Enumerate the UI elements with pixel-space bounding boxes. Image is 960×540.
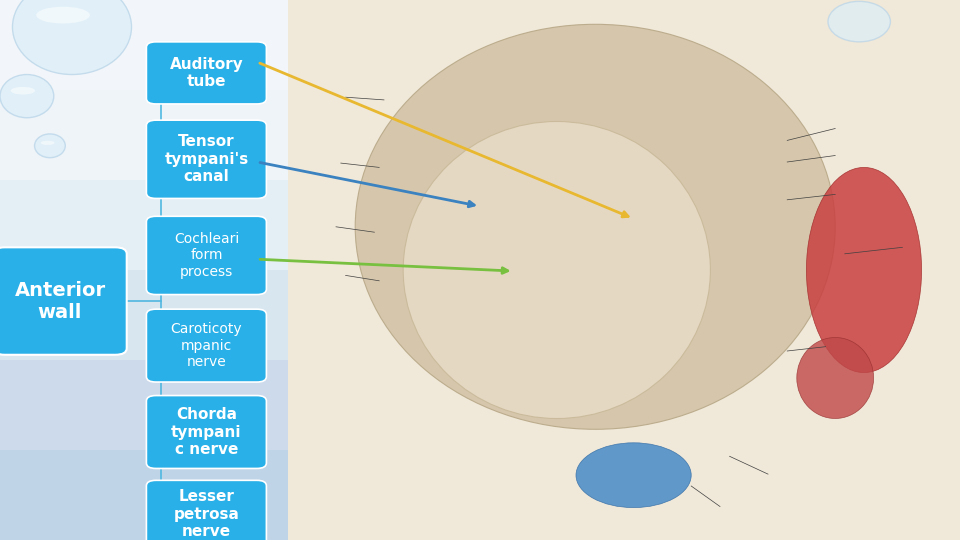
Ellipse shape [403,122,710,418]
FancyBboxPatch shape [146,481,266,540]
Text: Tensor
tympani's
canal: Tensor tympani's canal [164,134,249,184]
Bar [0,90,288,180]
Bar [0,0,288,90]
FancyBboxPatch shape [146,42,266,104]
Ellipse shape [797,338,874,418]
Text: Cochleari
form
process: Cochleari form process [174,232,239,279]
Text: Chorda
tympani
c nerve: Chorda tympani c nerve [171,407,242,457]
Bar [288,0,960,540]
Ellipse shape [828,2,891,42]
Ellipse shape [35,134,65,158]
Ellipse shape [0,75,54,118]
FancyBboxPatch shape [146,216,266,295]
Ellipse shape [11,87,35,94]
Text: Auditory
tube: Auditory tube [170,57,243,89]
Text: Anterior
wall: Anterior wall [14,281,106,321]
FancyBboxPatch shape [146,395,266,468]
FancyBboxPatch shape [0,247,127,355]
FancyBboxPatch shape [146,120,266,199]
Ellipse shape [576,443,691,508]
Text: Lesser
petrosa
nerve: Lesser petrosa nerve [174,489,239,539]
Bar [0,360,288,450]
Bar [0,270,288,360]
Ellipse shape [36,7,90,23]
Ellipse shape [806,167,922,373]
Ellipse shape [12,0,132,75]
Bar [0,180,288,270]
Text: Caroticoty
mpanic
nerve: Caroticoty mpanic nerve [171,322,242,369]
Ellipse shape [355,24,835,429]
Ellipse shape [40,141,55,145]
Bar [0,450,288,540]
FancyBboxPatch shape [146,309,266,382]
